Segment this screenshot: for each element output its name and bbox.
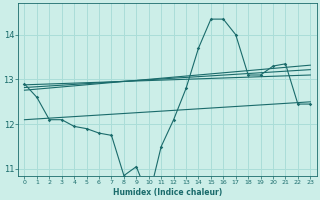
X-axis label: Humidex (Indice chaleur): Humidex (Indice chaleur) [113, 188, 222, 197]
